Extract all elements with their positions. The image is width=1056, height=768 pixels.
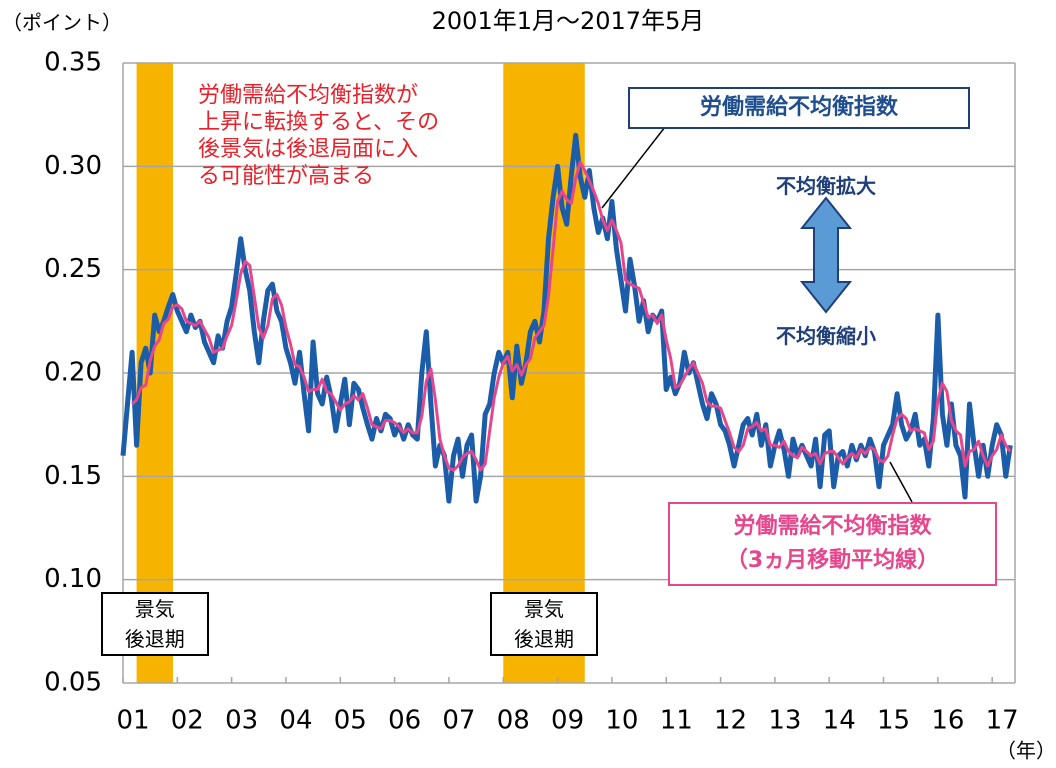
x-tick-label: 07 [442,706,475,736]
x-unit: （年） [996,739,1056,763]
recession-label: 景気 後退期 [490,592,598,656]
annotation-up: 不均衡拡大 [776,174,876,198]
x-tick-label: 14 [823,706,856,736]
y-tick-label: 0.15 [44,461,102,491]
y-tick-label: 0.30 [44,151,102,181]
x-tick-label: 17 [986,706,1019,736]
y-tick-label: 0.35 [44,48,102,78]
x-tick-label: 01 [116,706,149,736]
series-line [120,132,1013,504]
x-tick-label: 02 [171,706,204,736]
x-tick-label: 13 [768,706,801,736]
leader-line [601,126,666,209]
series-line [131,160,1012,472]
annotation-down: 不均衡縮小 [776,324,876,348]
annotation-note: 労働需給不均衡指数が 上昇に転換すると、その 後景気は後退局面に入 る可能性が高… [198,83,440,189]
x-tick-label: 08 [497,706,530,736]
x-tick-label: 12 [714,706,747,736]
leader-line [889,461,913,503]
y-tick-label: 0.20 [44,358,102,388]
x-tick-label: 04 [279,706,312,736]
x-tick-label: 10 [605,706,638,736]
x-tick-label: 03 [225,706,258,736]
legend-entry: 労働需給不均衡指数 [628,87,970,129]
x-tick-label: 11 [660,706,693,736]
chart-title: 2001年1月～2017年5月 [432,7,705,35]
x-tick-label: 06 [388,706,421,736]
y-tick-label: 0.25 [44,254,102,284]
x-tick-label: 15 [877,706,910,736]
x-tick-label: 05 [334,706,367,736]
y-unit: （ポイント） [2,11,122,35]
recession-label: 景気 後退期 [100,592,209,656]
y-tick-label: 0.05 [44,668,102,698]
x-tick-label: 16 [931,706,964,736]
x-tick-label: 09 [551,706,584,736]
double-arrow [799,196,853,314]
legend-entry: 労働需給不均衡指数 （3ヵ月移動平均線） [668,502,997,586]
y-tick-label: 0.10 [44,564,102,594]
